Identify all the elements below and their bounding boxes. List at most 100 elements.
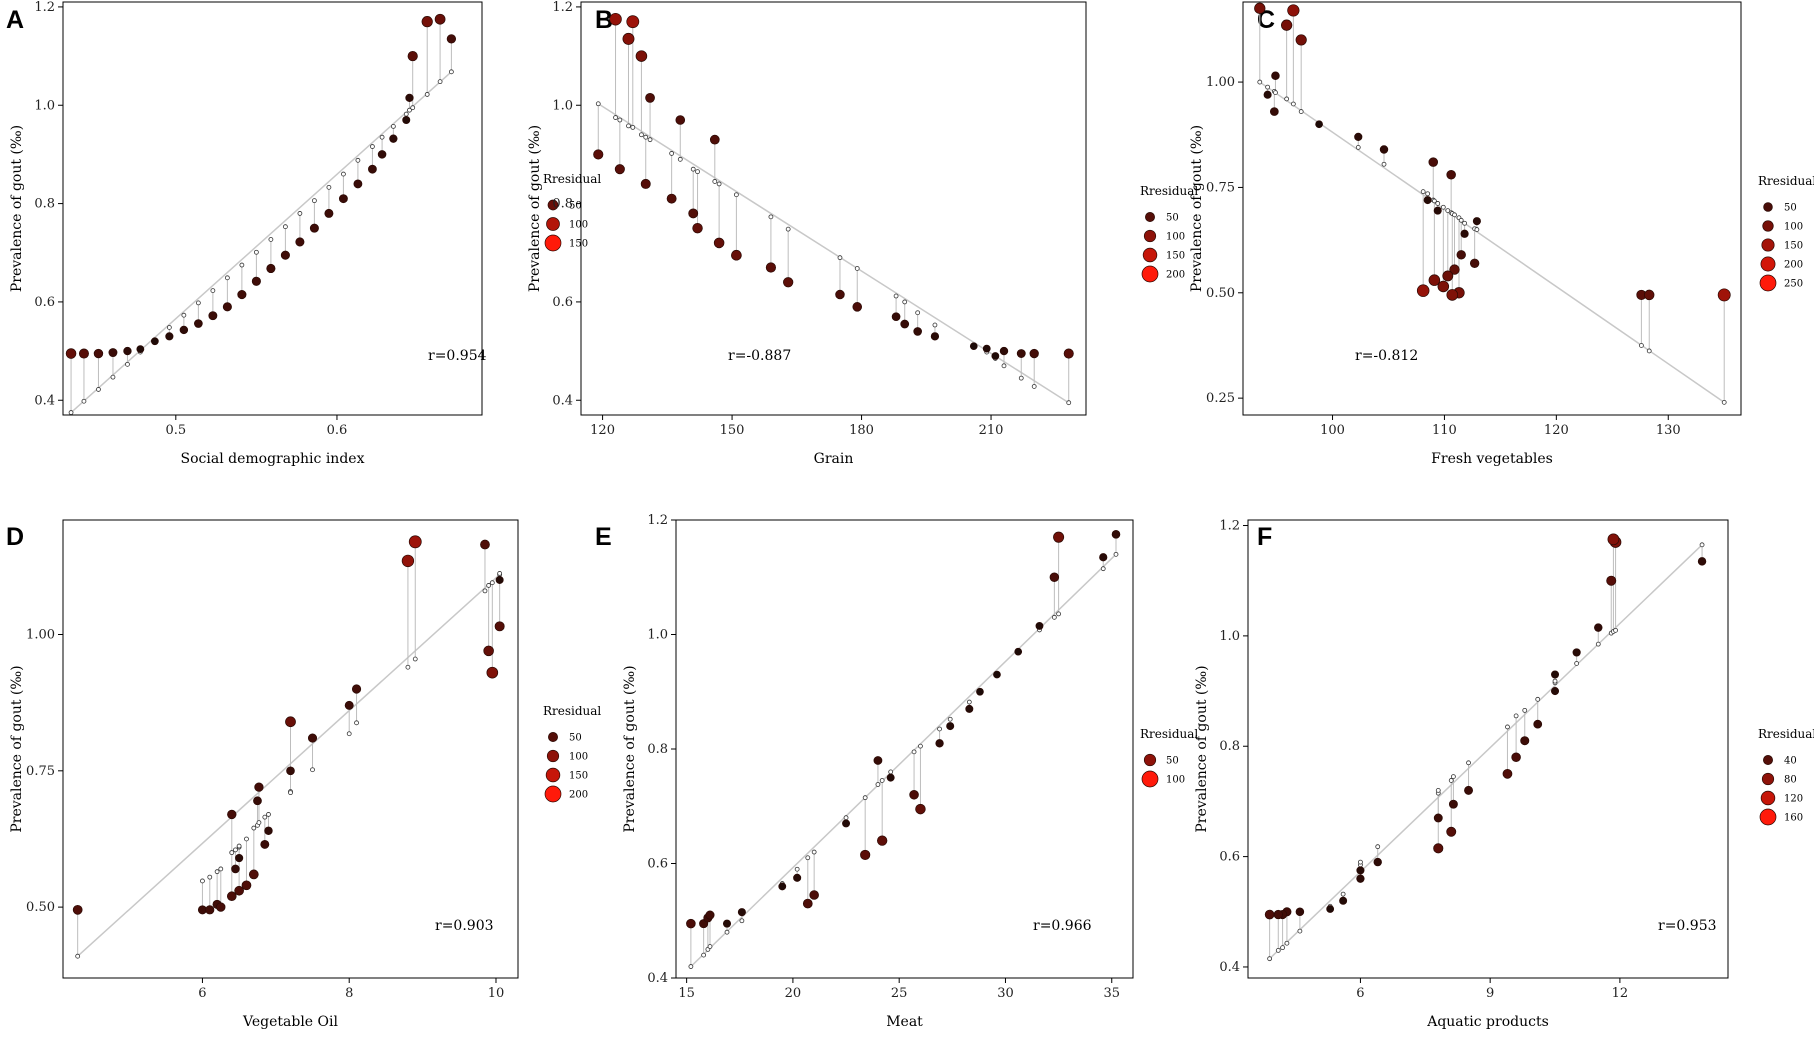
- fitted-point: [412, 656, 418, 662]
- x-tick-label: 15: [678, 986, 695, 1001]
- observed-point: [227, 809, 237, 820]
- observed-point: [688, 208, 699, 219]
- observed-point: [891, 312, 901, 322]
- observed-point: [1315, 120, 1323, 129]
- observed-point: [1456, 250, 1466, 260]
- observed-point: [731, 249, 742, 261]
- x-tick-label: 120: [1544, 423, 1569, 438]
- observed-point: [1287, 4, 1300, 17]
- fitted-point: [311, 198, 317, 204]
- fit-line: [1259, 81, 1725, 403]
- legend-label: 120: [1784, 794, 1803, 805]
- x-tick-label: 130: [1656, 423, 1681, 438]
- fitted-point: [639, 132, 644, 138]
- observed-point: [614, 164, 625, 175]
- legend-swatch: [1759, 274, 1777, 292]
- legend-label: 100: [569, 220, 588, 231]
- observed-point: [222, 302, 232, 312]
- fitted-point: [768, 214, 774, 220]
- legend-label: 150: [569, 239, 588, 250]
- y-tick-label: 0.8: [552, 197, 573, 212]
- legend-label: 50: [1784, 203, 1797, 214]
- fitted-point: [1018, 375, 1024, 381]
- observed-point: [446, 34, 457, 44]
- legend-title: Rresidual: [543, 704, 601, 718]
- fitted-point: [643, 134, 649, 140]
- legend-swatch: [1143, 229, 1157, 243]
- fit-line: [597, 103, 1070, 404]
- fitted-point: [794, 866, 800, 872]
- observed-point: [1416, 284, 1430, 297]
- fitted-point: [918, 743, 923, 749]
- x-tick-label: 6: [1356, 986, 1364, 1001]
- observed-point: [860, 849, 871, 861]
- x-tick-label: 35: [1103, 986, 1120, 1001]
- observed-point: [1433, 813, 1443, 823]
- legend-title: Rresidual: [543, 172, 601, 186]
- observed-point: [280, 250, 290, 260]
- fitted-point: [96, 387, 101, 392]
- panel-letter: D: [6, 523, 24, 551]
- observed-point: [1264, 909, 1275, 920]
- observed-point: [1607, 533, 1620, 546]
- fitted-point: [669, 151, 675, 156]
- observed-point: [368, 164, 377, 174]
- y-tick-label: 0.4: [34, 393, 55, 408]
- fitted-point: [1257, 79, 1263, 85]
- legend-swatch: [1760, 790, 1776, 806]
- legend-swatch: [1141, 265, 1159, 283]
- observed-point: [1254, 2, 1266, 14]
- fitted-point: [805, 855, 811, 861]
- fitted-point: [1613, 627, 1618, 633]
- observed-point: [1423, 196, 1432, 205]
- fitted-point: [888, 769, 894, 775]
- observed-point: [65, 348, 77, 359]
- legend-title: Rresidual: [1140, 184, 1198, 198]
- fitted-point: [1297, 928, 1303, 934]
- observed-point: [1428, 157, 1439, 167]
- observed-point: [609, 12, 622, 26]
- observed-point: [1464, 785, 1473, 795]
- fitted-point: [262, 814, 268, 820]
- fitted-point: [1505, 724, 1510, 730]
- y-axis-label: Prevalence of gout (‰): [1194, 665, 1210, 832]
- fitted-point: [843, 815, 849, 821]
- legend-label: 150: [1166, 251, 1185, 262]
- observed-point: [1354, 132, 1363, 141]
- fitted-point: [214, 869, 220, 875]
- fitted-point: [1535, 696, 1541, 702]
- fitted-point: [1699, 542, 1705, 548]
- fitted-point: [716, 181, 722, 187]
- observed-point: [930, 332, 940, 341]
- observed-point: [1269, 107, 1279, 116]
- observed-point: [935, 739, 944, 748]
- observed-point: [1356, 874, 1365, 883]
- fitted-point: [256, 820, 262, 826]
- panel-f: F 6 9 12 0.4 0.6 0.8 1.0 1.2 Aquatic products Prev…: [1194, 519, 1814, 1030]
- correlation-label: r=-0.887: [728, 348, 791, 364]
- fitted-point: [1440, 204, 1446, 210]
- observed-point: [852, 302, 863, 312]
- fitted-point: [489, 580, 495, 586]
- observed-point: [1446, 826, 1457, 837]
- observed-point: [1446, 289, 1459, 301]
- legend-label: 50: [1166, 756, 1179, 767]
- observed-point: [915, 803, 926, 815]
- observed-point: [999, 346, 1009, 356]
- observed-point: [737, 908, 746, 917]
- observed-point: [1373, 857, 1382, 867]
- observed-point: [286, 766, 295, 776]
- y-tick-label: 0.50: [26, 900, 55, 915]
- observed-point: [1281, 19, 1293, 31]
- x-tick-label: 180: [849, 423, 874, 438]
- x-tick-label: 30: [997, 986, 1014, 1001]
- panel-b: B 120 150 180 210 0.4 0.6 0.8 1.0 1.2 Grain Prevale…: [527, 0, 1198, 467]
- legend-title: Rresidual: [1758, 727, 1814, 741]
- observed-point: [1449, 264, 1460, 275]
- observed-point: [72, 904, 83, 915]
- x-axis-label: Meat: [886, 1014, 923, 1030]
- observed-point: [408, 535, 422, 549]
- legend-label: 100: [1784, 222, 1803, 233]
- observed-point: [165, 332, 174, 341]
- legend-label: 150: [1784, 241, 1803, 252]
